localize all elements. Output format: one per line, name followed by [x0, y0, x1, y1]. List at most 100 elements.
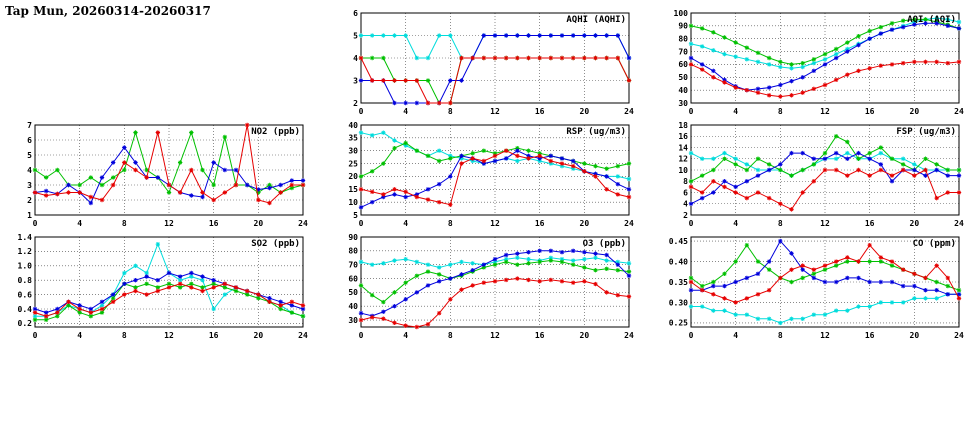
svg-text:16: 16 — [865, 331, 875, 340]
svg-text:40: 40 — [348, 302, 358, 311]
svg-text:100: 100 — [674, 9, 689, 18]
chart-canvas: 30 40 50 60 70 80 90 100 0 4 8 12 16 20 24 AQI (AQI) — [674, 9, 964, 116]
svg-text:12: 12 — [820, 219, 830, 228]
svg-text:8: 8 — [122, 219, 127, 228]
svg-text:SO2 (ppb): SO2 (ppb) — [251, 239, 300, 249]
svg-text:0: 0 — [689, 219, 694, 228]
svg-text:0: 0 — [359, 331, 364, 340]
svg-text:0: 0 — [33, 219, 38, 228]
svg-text:1.0: 1.0 — [18, 262, 33, 271]
svg-text:4: 4 — [733, 219, 738, 228]
svg-text:16: 16 — [535, 107, 545, 116]
svg-text:12: 12 — [164, 331, 174, 340]
svg-text:12: 12 — [164, 219, 174, 228]
chart-co: 0.25 0.30 0.35 0.40 0.45 0 4 8 12 16 20 24 CO (ppm) — [661, 232, 965, 342]
svg-text:5: 5 — [353, 31, 358, 40]
chart-o3: 30 40 50 60 70 80 90 0 4 8 12 16 20 24 O3 (ppb) — [331, 232, 635, 342]
svg-text:8: 8 — [122, 331, 127, 340]
svg-text:8: 8 — [778, 331, 783, 340]
svg-text:0.6: 0.6 — [18, 290, 33, 299]
svg-text:5: 5 — [353, 211, 358, 220]
svg-text:16: 16 — [209, 219, 219, 228]
svg-text:4: 4 — [27, 166, 32, 175]
svg-text:12: 12 — [820, 331, 830, 340]
svg-text:6: 6 — [353, 9, 358, 18]
svg-text:0.25: 0.25 — [669, 319, 688, 328]
svg-text:8: 8 — [778, 219, 783, 228]
svg-text:12: 12 — [490, 107, 500, 116]
svg-text:0.2: 0.2 — [18, 319, 33, 328]
svg-text:16: 16 — [865, 219, 875, 228]
svg-text:70: 70 — [678, 47, 688, 56]
svg-text:4: 4 — [77, 331, 82, 340]
svg-text:AQI (AQI): AQI (AQI) — [907, 15, 956, 25]
svg-text:CO (ppm): CO (ppm) — [913, 239, 956, 249]
svg-text:7: 7 — [27, 121, 32, 130]
svg-text:16: 16 — [865, 107, 875, 116]
chart-canvas: 0.2 0.4 0.6 0.8 1.0 1.2 1.4 0 4 8 12 16 20 24 SO2 (ppb… — [18, 233, 308, 340]
svg-text:20: 20 — [580, 331, 590, 340]
svg-text:1: 1 — [27, 211, 32, 220]
svg-text:4: 4 — [403, 331, 408, 340]
svg-text:3: 3 — [353, 76, 358, 85]
svg-text:90: 90 — [678, 22, 688, 31]
svg-text:24: 24 — [954, 219, 964, 228]
svg-text:2: 2 — [27, 196, 32, 205]
svg-text:30: 30 — [348, 147, 358, 156]
svg-text:8: 8 — [683, 177, 688, 186]
svg-text:24: 24 — [624, 107, 634, 116]
svg-text:4: 4 — [77, 219, 82, 228]
svg-text:12: 12 — [490, 219, 500, 228]
svg-text:20: 20 — [910, 219, 920, 228]
svg-text:40: 40 — [678, 86, 688, 95]
svg-text:3: 3 — [27, 181, 32, 190]
svg-text:16: 16 — [535, 219, 545, 228]
svg-text:24: 24 — [954, 107, 964, 116]
svg-text:2: 2 — [353, 99, 358, 108]
svg-text:24: 24 — [298, 219, 308, 228]
svg-text:20: 20 — [254, 219, 264, 228]
svg-text:35: 35 — [348, 134, 358, 143]
svg-text:0: 0 — [689, 107, 694, 116]
svg-text:16: 16 — [209, 331, 219, 340]
svg-text:20: 20 — [580, 107, 590, 116]
svg-text:30: 30 — [348, 316, 358, 325]
svg-text:0.4: 0.4 — [18, 305, 33, 314]
svg-text:10: 10 — [678, 166, 688, 175]
svg-text:4: 4 — [683, 200, 688, 209]
chart-canvas: 30 40 50 60 70 80 90 0 4 8 12 16 20 24 O3 (ppb) — [348, 233, 634, 340]
svg-text:20: 20 — [254, 331, 264, 340]
svg-text:20: 20 — [910, 331, 920, 340]
svg-text:RSP (ug/m3): RSP (ug/m3) — [566, 127, 626, 137]
svg-text:30: 30 — [678, 99, 688, 108]
svg-text:60: 60 — [348, 274, 358, 283]
svg-text:24: 24 — [624, 219, 634, 228]
svg-text:0.8: 0.8 — [18, 276, 33, 285]
svg-text:40: 40 — [348, 121, 358, 130]
svg-text:12: 12 — [820, 107, 830, 116]
chart-fsp: 2 4 6 8 10 12 14 16 18 0 4 8 12 16 20 24 FSP (ug/m3) — [661, 120, 965, 230]
svg-text:24: 24 — [298, 331, 308, 340]
chart-so2: 0.2 0.4 0.6 0.8 1.0 1.2 1.4 0 4 8 12 16 20 24 SO2 (ppb… — [5, 232, 309, 342]
chart-canvas: 0.25 0.30 0.35 0.40 0.45 0 4 8 12 16 20 24 CO (ppm) — [669, 236, 964, 340]
svg-text:6: 6 — [27, 136, 32, 145]
svg-text:80: 80 — [678, 35, 688, 44]
svg-text:16: 16 — [678, 132, 688, 141]
svg-text:0.35: 0.35 — [669, 278, 688, 287]
chart-canvas: 2 3 4 5 6 0 4 8 12 16 20 24 AQHI (AQHI) — [353, 9, 634, 116]
svg-text:0: 0 — [33, 331, 38, 340]
svg-text:12: 12 — [490, 331, 500, 340]
svg-text:8: 8 — [778, 107, 783, 116]
svg-text:24: 24 — [624, 331, 634, 340]
svg-text:6: 6 — [683, 188, 688, 197]
svg-text:1.4: 1.4 — [18, 233, 33, 242]
svg-text:20: 20 — [910, 107, 920, 116]
svg-text:8: 8 — [448, 331, 453, 340]
svg-text:O3 (ppb): O3 (ppb) — [583, 239, 626, 249]
svg-text:4: 4 — [353, 54, 358, 63]
svg-text:4: 4 — [403, 219, 408, 228]
svg-text:12: 12 — [678, 155, 688, 164]
svg-text:8: 8 — [448, 107, 453, 116]
svg-text:90: 90 — [348, 233, 358, 242]
